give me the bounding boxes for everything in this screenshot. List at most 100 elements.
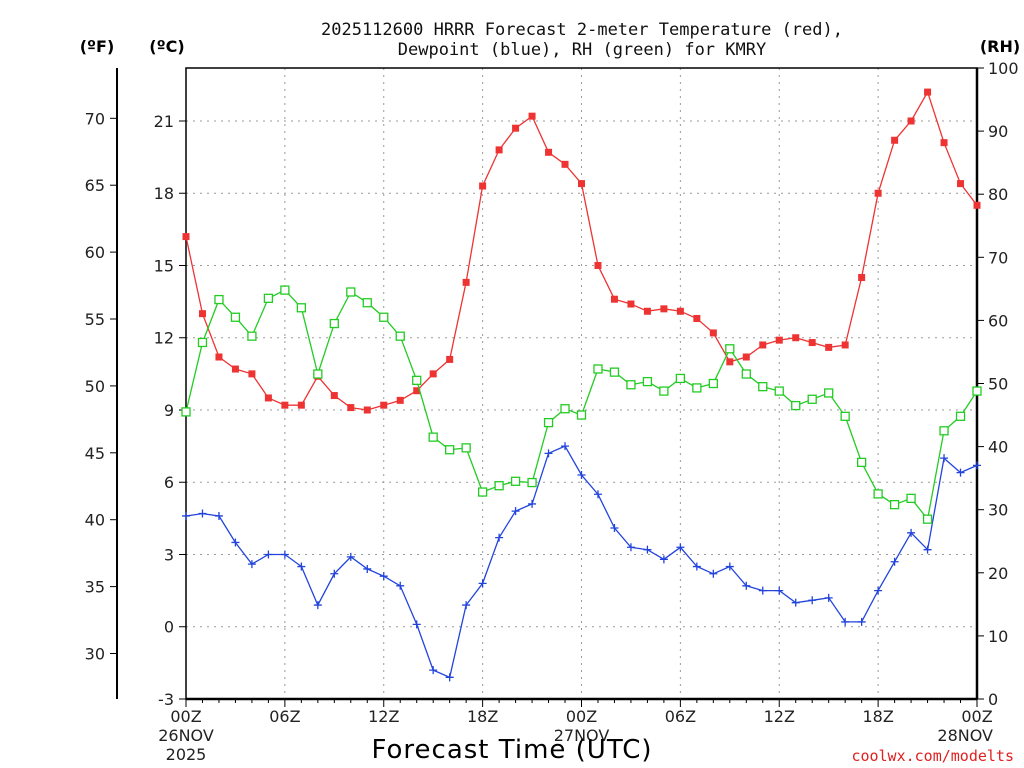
temperature-point <box>396 396 404 404</box>
axes: 30 35 40 45 50 55 60 65 70 -3 0 3 6 9 12 15 18 21 0 10 20 30 4… <box>85 59 1019 764</box>
temperature-point <box>643 307 651 315</box>
dewpoint-point <box>330 569 339 578</box>
celsius-tick-label: 21 <box>154 112 174 131</box>
dewpoint-point <box>692 562 701 571</box>
x-tick-date-label: 26NOV <box>158 726 214 745</box>
temperature-point <box>578 180 585 188</box>
rh-point <box>626 380 636 390</box>
fahrenheit-tick-label: 70 <box>85 109 105 128</box>
rh-point <box>280 285 290 295</box>
fahrenheit-tick-label: 50 <box>85 377 105 396</box>
rh-point <box>560 404 570 414</box>
temperature-point <box>330 392 338 400</box>
x-tick-date-label: 27NOV <box>554 726 610 745</box>
dewpoint-point <box>808 596 817 605</box>
rh-point <box>230 312 241 322</box>
rh-point <box>395 331 405 341</box>
rh-point <box>510 476 521 486</box>
dewpoint-point <box>659 555 668 564</box>
rh-point <box>758 382 768 392</box>
dewpoint-point <box>511 507 520 516</box>
fahrenheit-tick-label: 35 <box>85 578 105 597</box>
temperature-point <box>561 160 569 168</box>
rh-point <box>181 407 191 417</box>
rh-series <box>181 285 982 524</box>
dewpoint-point <box>198 509 207 518</box>
x-tick-date-label: 28NOV <box>937 726 993 745</box>
temperature-point <box>759 341 767 349</box>
fahrenheit-tick-label: 45 <box>85 444 105 463</box>
dewpoint-point <box>626 543 635 552</box>
temperature-point <box>264 394 272 402</box>
rh-point <box>791 400 801 411</box>
rh-point <box>873 489 883 499</box>
dewpoint-point <box>610 524 619 533</box>
temperature-point <box>891 136 899 144</box>
celsius-tick-label: 0 <box>164 618 174 637</box>
x-tick-label: 12Z <box>368 707 399 726</box>
temperature-point <box>792 334 800 342</box>
rh-point <box>856 457 867 468</box>
x-tick-label: 18Z <box>467 707 498 726</box>
rh-point <box>428 432 438 442</box>
rh-point <box>247 331 257 341</box>
temperature-point <box>825 343 833 351</box>
dewpoint-point <box>264 550 273 559</box>
temperature-point <box>182 233 190 241</box>
dewpoint-point <box>544 449 553 458</box>
rh-point <box>576 410 587 420</box>
temperature-point <box>957 180 965 188</box>
rh-tick-label: 10 <box>988 627 1008 646</box>
temperature-point <box>676 307 684 315</box>
dewpoint-point <box>379 572 388 581</box>
rh-point <box>955 411 966 421</box>
grid-lines <box>186 68 977 700</box>
rh-point <box>774 386 784 396</box>
dewpoint-series <box>182 442 981 682</box>
dewpoint-point <box>412 620 421 629</box>
rh-point <box>593 364 603 374</box>
dewpoint-point <box>528 499 537 508</box>
fahrenheit-tick-label: 65 <box>85 176 105 195</box>
x-tick-label: 18Z <box>862 707 893 726</box>
rh-point <box>659 386 669 396</box>
temperature-point <box>874 189 882 197</box>
dewpoint-point <box>857 617 866 626</box>
dewpoint-point <box>874 586 883 595</box>
rh-tick-label: 70 <box>988 248 1008 267</box>
credit-text: coolwx.com/modelts <box>851 747 1014 765</box>
rh-point <box>296 303 307 313</box>
fahrenheit-axis-label: (ºF) <box>80 37 115 56</box>
dewpoint-point <box>956 468 965 477</box>
temperature-point <box>726 358 734 366</box>
x-tick-label: 06Z <box>269 707 300 726</box>
temperature-point <box>610 295 618 303</box>
rh-point <box>692 383 702 393</box>
rh-point <box>412 375 422 385</box>
temperature-point <box>363 406 371 414</box>
temperature-point <box>446 355 454 363</box>
temperature-point <box>429 370 437 378</box>
rh-point <box>741 369 751 379</box>
rh-point <box>708 378 718 389</box>
dewpoint-point <box>363 564 372 573</box>
dewpoint-point <box>940 454 949 463</box>
celsius-tick-label: 18 <box>154 184 174 203</box>
temperature-point <box>528 112 536 120</box>
temperature-point <box>495 146 503 154</box>
dewpoint-point <box>247 560 256 569</box>
temperature-point <box>248 370 256 378</box>
rh-point <box>922 514 933 524</box>
rh-point <box>543 417 554 428</box>
temperature-point <box>215 353 223 361</box>
dewpoint-point <box>561 442 570 451</box>
rh-tick-label: 50 <box>988 375 1008 394</box>
dewpoint-point <box>593 490 602 499</box>
rh-point <box>346 287 356 297</box>
temperature-point <box>775 336 783 344</box>
rh-point <box>197 337 208 348</box>
rh-point <box>824 388 834 398</box>
rh-point <box>889 500 900 510</box>
